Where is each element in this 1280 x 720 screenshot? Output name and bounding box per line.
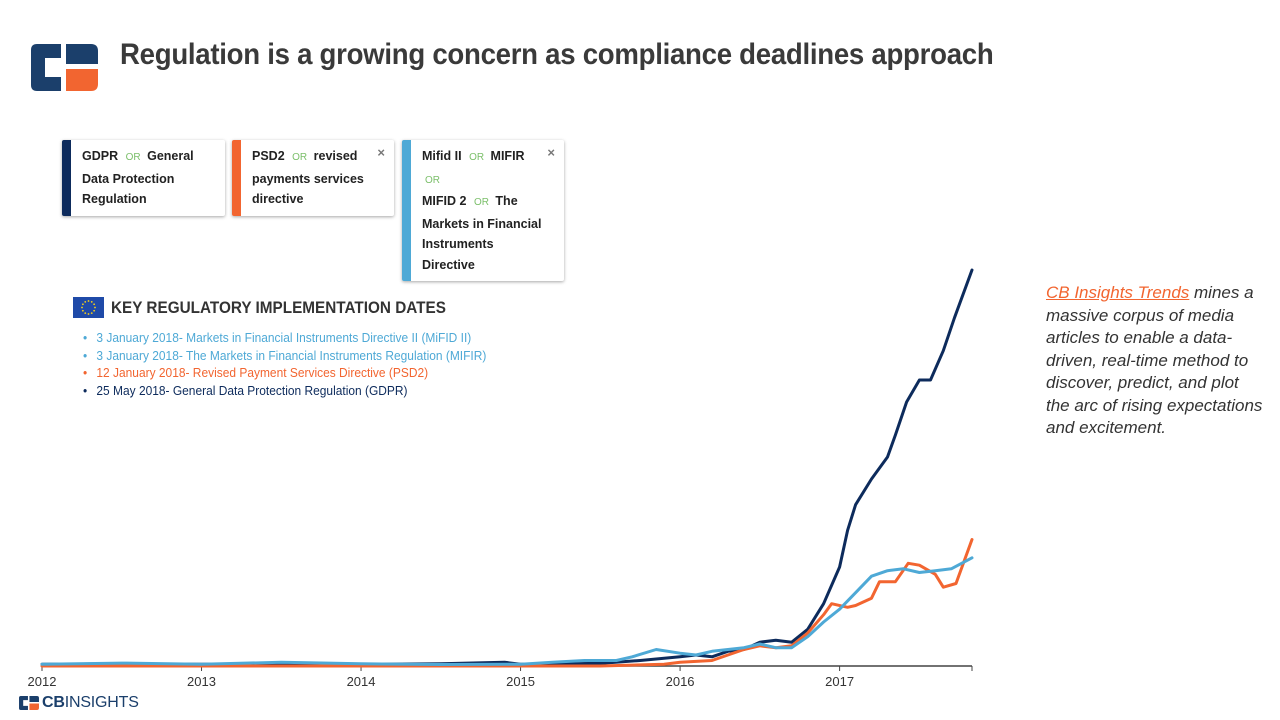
x-tick-label: 2014 — [347, 674, 376, 689]
footer-brand: CBINSIGHTS — [42, 694, 139, 712]
regulatory-date-item: 3 January 2018- Markets in Financial Ins… — [83, 329, 486, 347]
chip-term: PSD2 — [252, 149, 285, 163]
x-tick-label: 2015 — [506, 674, 535, 689]
chip-line: GDPR OR General — [82, 146, 205, 169]
series-line — [40, 538, 974, 668]
cb-logo — [31, 44, 98, 91]
chip-line: Markets in Financial — [422, 214, 544, 235]
chip-term: Mifid II — [422, 149, 462, 163]
x-tick-label: 2017 — [825, 674, 854, 689]
chip-line: Instruments — [422, 234, 544, 255]
x-tick-label: 2016 — [666, 674, 695, 689]
regulatory-date-item: 25 May 2018- General Data Protection Reg… — [83, 382, 486, 400]
chip-term: Directive — [422, 257, 475, 272]
regulatory-date-item: 3 January 2018- The Markets in Financial… — [83, 347, 486, 365]
search-term-chip[interactable]: GDPR OR General Data Protection Regulati… — [62, 140, 225, 216]
chip-term: Instruments — [422, 237, 494, 251]
close-icon[interactable]: × — [377, 145, 385, 160]
or-operator: OR — [469, 152, 485, 163]
chip-term: The — [495, 194, 518, 208]
search-term-chip[interactable]: Mifid II OR MIFIR OR MIFID 2 OR The Mark… — [402, 140, 564, 281]
regulatory-dates-title: KEY REGULATORY IMPLEMENTATION DATES — [111, 297, 446, 317]
chip-line: Data Protection — [82, 169, 205, 190]
regulatory-date-item: 12 January 2018- Revised Payment Service… — [83, 364, 486, 382]
cb-insights-trends-link[interactable]: CB Insights Trends — [1046, 283, 1190, 302]
or-operator: OR — [473, 197, 489, 208]
chip-line: Directive — [422, 255, 544, 276]
series-line — [40, 556, 974, 666]
x-tick-label: 2012 — [28, 674, 57, 689]
side-description-text: mines a massive corpus of media articles… — [1046, 283, 1263, 437]
chip-color-bar — [232, 140, 241, 216]
chip-color-bar — [402, 140, 411, 281]
chip-line: Mifid II OR MIFIR OR — [422, 146, 544, 191]
footer-brand-rest: INSIGHTS — [64, 694, 139, 711]
chip-term: Data Protection — [82, 171, 175, 186]
chip-term: revised — [313, 149, 358, 163]
chip-term: General — [147, 149, 194, 163]
close-icon[interactable]: × — [547, 145, 555, 160]
regulatory-dates-list: 3 January 2018- Markets in Financial Ins… — [83, 329, 521, 399]
eu-flag-icon — [73, 297, 104, 318]
chip-line: directive — [252, 189, 374, 210]
or-operator: OR — [125, 152, 141, 163]
footer-logo: CBINSIGHTS — [19, 694, 139, 712]
x-tick-label: 2013 — [187, 674, 216, 689]
or-operator: OR — [425, 174, 440, 186]
or-operator: OR — [292, 152, 308, 163]
chip-term: directive — [252, 192, 304, 206]
chip-term: GDPR — [82, 149, 119, 163]
chip-term: payments services — [252, 171, 364, 186]
chip-line: MIFID 2 OR The — [422, 191, 544, 214]
side-description: CB Insights Trends mines a massive corpu… — [1046, 282, 1266, 440]
chip-term: MIFIR — [490, 149, 525, 163]
chip-term: MIFID 2 — [422, 194, 467, 208]
footer-brand-bold: CB — [42, 694, 65, 711]
chip-term: Markets in Financial — [422, 216, 542, 231]
cb-mini-logo-icon — [19, 696, 39, 710]
chip-line: Regulation — [82, 189, 205, 210]
chip-line: PSD2 OR revised — [252, 146, 374, 169]
search-term-chip[interactable]: PSD2 OR revised payments services direct… — [232, 140, 394, 216]
regulatory-dates-header: KEY REGULATORY IMPLEMENTATION DATES — [73, 297, 483, 318]
page-title: Regulation is a growing concern as compl… — [120, 38, 994, 71]
chip-term: Regulation — [82, 192, 147, 206]
chip-color-bar — [62, 140, 71, 216]
chip-line: payments services — [252, 169, 374, 190]
